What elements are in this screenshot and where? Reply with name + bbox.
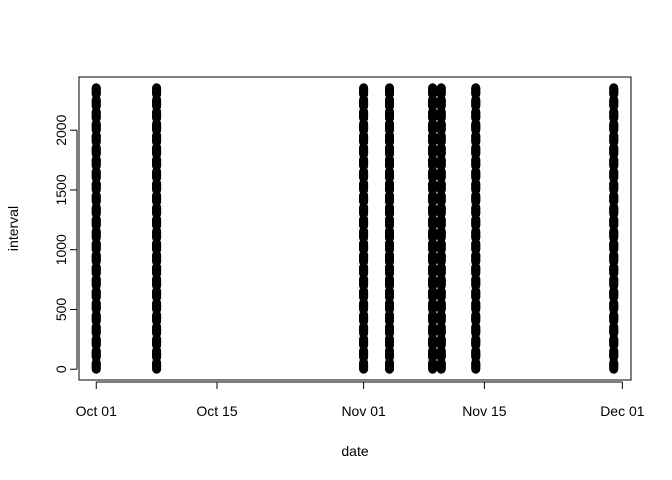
- y-axis: 0 500 1000 1500 2000: [53, 114, 78, 373]
- data-point: [91, 83, 101, 93]
- y-tick-label: 2000: [53, 114, 69, 145]
- x-axis-title: date: [341, 443, 368, 459]
- data-points: [91, 83, 619, 374]
- x-tick-label: Nov 15: [462, 403, 507, 419]
- data-point: [428, 83, 438, 93]
- x-tick-label: Oct 15: [196, 403, 237, 419]
- data-point: [471, 83, 481, 93]
- data-point: [359, 83, 369, 93]
- x-tick-label: Oct 01: [76, 403, 117, 419]
- plot-box: [78, 76, 632, 381]
- y-tick-label: 500: [53, 298, 69, 322]
- data-point: [436, 83, 446, 93]
- data-point: [609, 83, 619, 93]
- data-point: [385, 83, 394, 93]
- x-tick-label: Dec 01: [600, 403, 645, 419]
- y-tick-label: 1500: [53, 174, 69, 205]
- y-axis-title: interval: [5, 206, 21, 251]
- x-axis: Oct 01 Oct 15 Nov 01 Nov 15 Dec 01: [76, 381, 645, 419]
- y-tick-label: 1000: [53, 234, 69, 265]
- y-tick-label: 0: [53, 365, 69, 373]
- x-tick-label: Nov 01: [341, 403, 386, 419]
- data-point: [152, 83, 162, 93]
